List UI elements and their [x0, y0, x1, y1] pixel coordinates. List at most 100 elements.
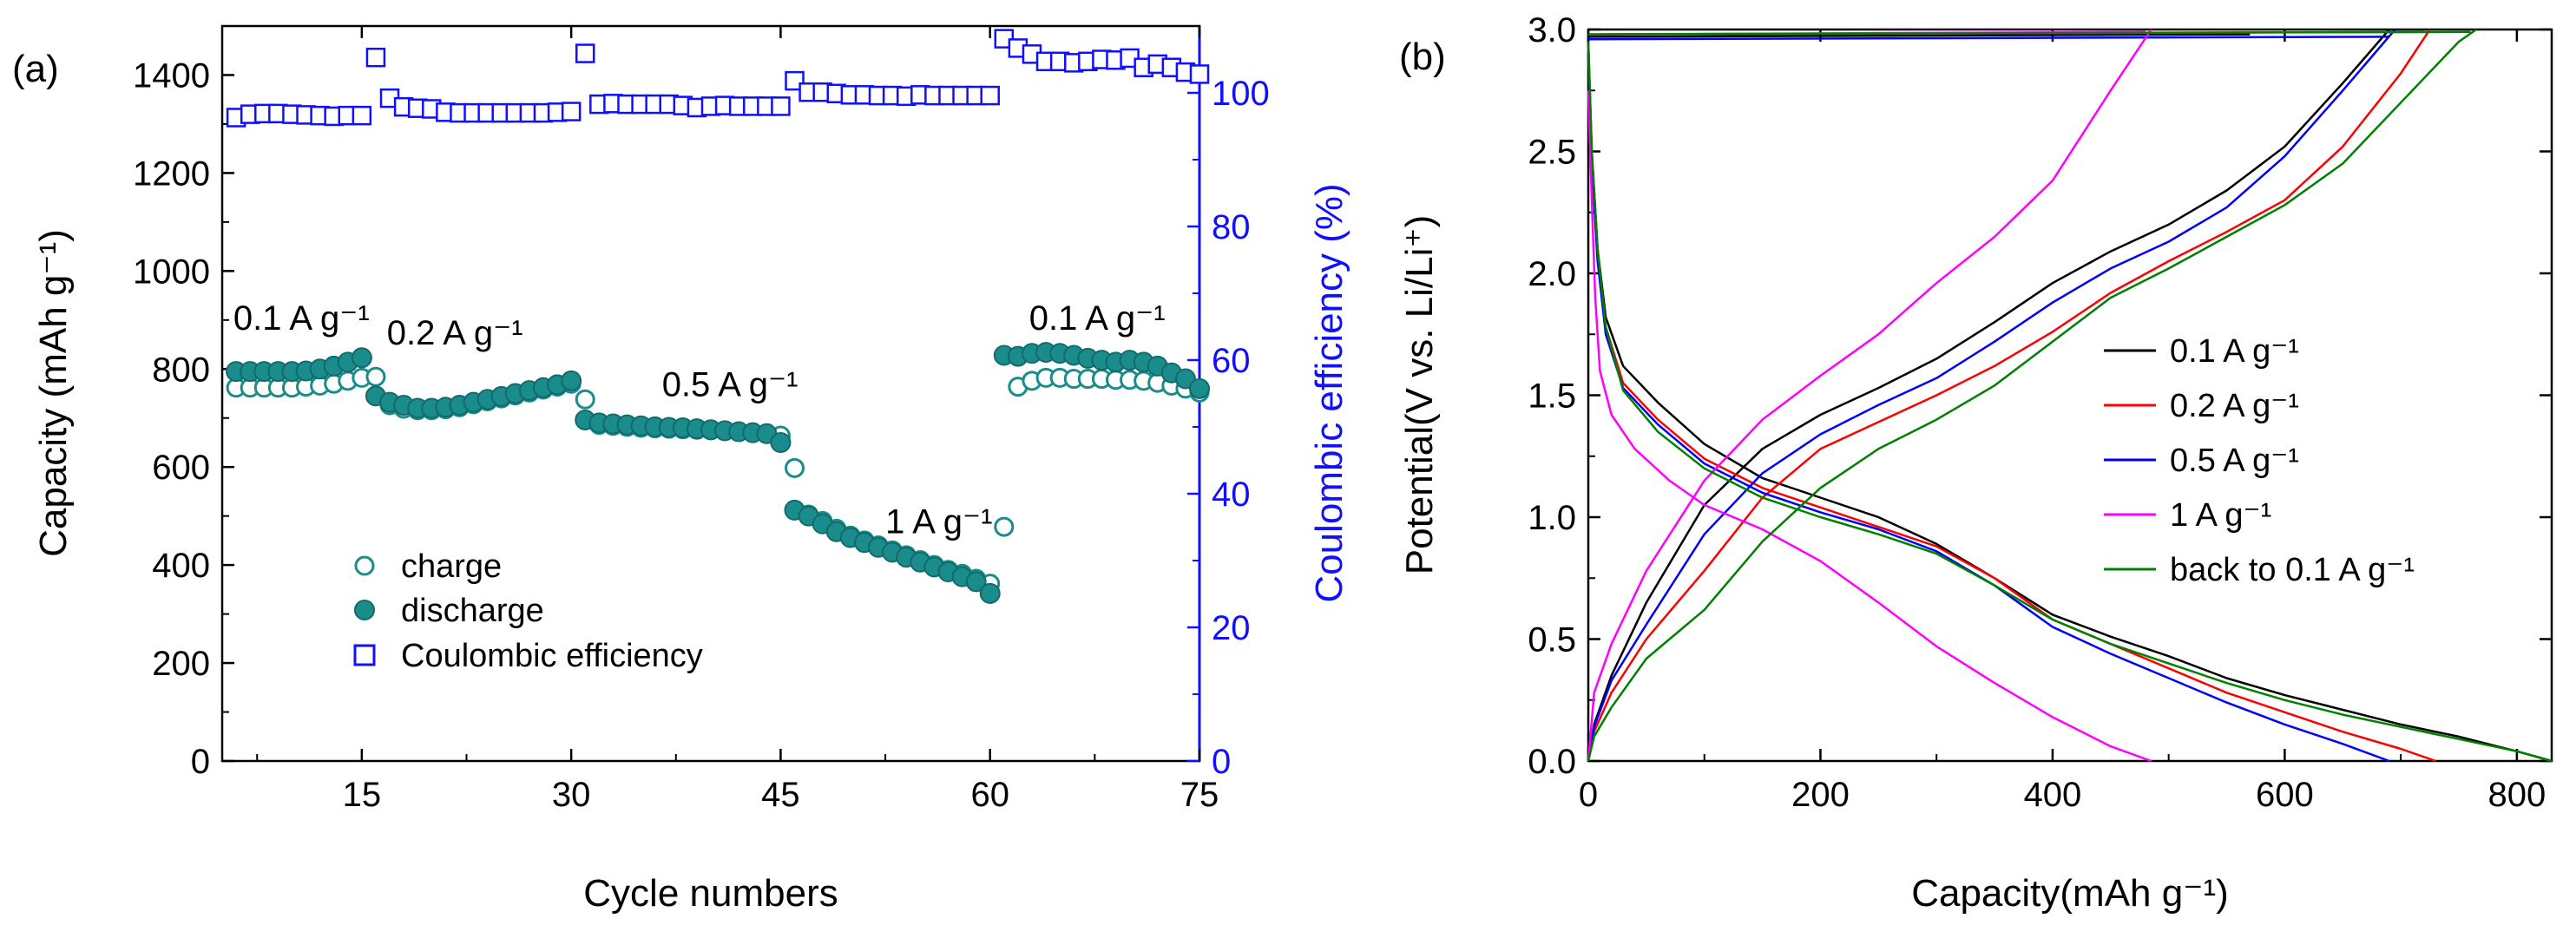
legend-ce-marker [353, 644, 376, 666]
panel-b-y-tick-label: 0.0 [1528, 743, 1576, 781]
panel-b-y-tick-label: 1.0 [1528, 499, 1576, 537]
legend-series-label: 0.5 A g⁻¹ [2170, 443, 2299, 479]
ce-point [352, 105, 372, 126]
ce-point [980, 85, 1000, 106]
legend-ce-label: Coulombic efficiency [401, 638, 703, 674]
ce-point [1189, 64, 1210, 84]
panel-a-y-tick-label: 0 [191, 743, 210, 781]
panel-b-frame [1587, 28, 2553, 763]
ce-point [365, 47, 386, 68]
legend-charge-marker [354, 555, 375, 576]
charge-point [575, 389, 595, 410]
discharge-curve [1587, 54, 2390, 763]
discharge-point [770, 431, 792, 453]
panel-a-legend: charge discharge Coulombic efficiency [353, 548, 703, 674]
panel-a-right-y-tick-label: 40 [1212, 476, 1251, 514]
panel-a-y-tick-label: 800 [152, 351, 210, 389]
legend-series-label: 1 A g⁻¹ [2170, 497, 2271, 534]
panel-a-right-y-tick-label: 0 [1212, 743, 1231, 781]
panel-a-y-tick-label: 1200 [133, 154, 210, 193]
panel-a-y-tick-label: 1400 [133, 56, 210, 95]
discharge-curve [1587, 90, 2152, 763]
panel-b-x-ticks: 0 200 400 600 800 [1579, 30, 2546, 814]
panel-b-y-tick-label: 1.5 [1528, 377, 1576, 416]
panel-a-y-tick-label: 600 [152, 449, 210, 487]
charge-point [994, 516, 1015, 537]
charge-curve [1587, 29, 2152, 762]
panel-a-marks [226, 29, 1210, 604]
panel-a-right-y-tick-label: 60 [1212, 342, 1251, 380]
panel-b-x-axis-label: Capacity(mAh g⁻¹) [1911, 872, 2229, 915]
discharge-point [561, 370, 582, 391]
panel-b-legend: 0.1 A g⁻¹ 0.2 A g⁻¹ 0.5 A g⁻¹ 1 A g⁻¹ back t… [2104, 333, 2415, 588]
legend-series-label: 0.2 A g⁻¹ [2170, 388, 2299, 424]
charge-curve [1587, 29, 2390, 762]
series-discharge [226, 342, 1210, 604]
panel-b-x-tick-label: 0 [1579, 776, 1598, 814]
rate-annotation: 0.5 A g⁻¹ [662, 365, 798, 403]
panel-a-right-y-tick-label: 80 [1212, 208, 1251, 246]
panel-a-x-axis-label: Cycle numbers [583, 872, 838, 915]
charge-curve [1587, 29, 2431, 762]
panel-a-annotations: 0.1 A g⁻¹ 0.2 A g⁻¹ 0.5 A g⁻¹ 1 A g⁻¹ 0.1 A … [233, 299, 1166, 541]
legend-discharge-marker [354, 600, 375, 620]
rate-annotation: 1 A g⁻¹ [885, 502, 992, 541]
curve-group-0 [1587, 29, 2553, 763]
legend-series-label: 0.1 A g⁻¹ [2170, 333, 2299, 370]
rate-annotation: 0.1 A g⁻¹ [233, 299, 370, 338]
legend-charge-label: charge [401, 548, 502, 585]
charge-point [365, 366, 386, 387]
panel-a-y-tick-label: 200 [152, 645, 210, 683]
panel-a-y-axis-label: Capacity (mAh g⁻¹) [32, 229, 75, 557]
discharge-point [1189, 377, 1210, 399]
panel-a-x-ticks: 15 30 45 60 75 [256, 26, 1219, 814]
top-curve [1587, 30, 2471, 36]
panel-b: (b) 0 200 400 600 800 0.00.51.01.52.02.53.0 … [1398, 11, 2553, 915]
panel-a-x-tick-label: 15 [343, 776, 382, 814]
panel-a-right-y-axis-label: Coulombic efficiency (%) [1308, 183, 1350, 602]
ce-point [561, 102, 582, 121]
discharge-point [351, 347, 372, 369]
panel-a-right-y-ticks: 0 20 40 60 80 100 [1187, 75, 1270, 781]
discharge-curve [1587, 54, 2436, 763]
panel-b-y-ticks: 0.0 0.5 1.0 1.5 2.0 2.5 3.0 [1528, 11, 2552, 781]
rate-annotation: 0.2 A g⁻¹ [387, 314, 523, 352]
discharge-curve [1587, 41, 2553, 763]
panel-b-y-tick-label: 2.5 [1528, 134, 1576, 172]
rate-annotation: 0.1 A g⁻¹ [1029, 299, 1166, 338]
legend-series-label: back to 0.1 A g⁻¹ [2170, 552, 2415, 588]
panel-a-label: (a) [12, 48, 59, 90]
panel-b-y-tick-label: 0.5 [1528, 621, 1576, 659]
top-curve [1587, 36, 2389, 41]
panel-a: (a) 15 30 45 60 75 0200400600800100012001400… [12, 24, 1350, 915]
panel-a-right-y-tick-label: 20 [1212, 609, 1251, 647]
panel-b-curves [1587, 28, 2553, 763]
panel-a-x-tick-label: 75 [1180, 776, 1219, 814]
charge-curve [1587, 29, 2396, 762]
curve-group-2 [1587, 29, 2396, 763]
discharge-point [979, 582, 1001, 604]
panel-b-label: (b) [1399, 36, 1446, 78]
panel-b-x-tick-label: 400 [2024, 776, 2082, 814]
panel-b-y-tick-label: 2.0 [1528, 255, 1576, 293]
curve-group-1 [1587, 29, 2436, 763]
panel-b-x-tick-label: 200 [1791, 776, 1850, 814]
panel-a-x-tick-label: 60 [970, 776, 1009, 814]
panel-b-y-tick-label: 3.0 [1528, 11, 1576, 49]
discharge-curve [1587, 41, 2553, 763]
panel-a-right-y-tick-label: 100 [1212, 75, 1270, 113]
curve-group-3 [1587, 29, 2152, 763]
panel-b-x-tick-label: 600 [2256, 776, 2314, 814]
panel-a-y-tick-label: 400 [152, 547, 210, 585]
legend-discharge-label: discharge [401, 593, 544, 629]
panel-a-y-ticks: 0 200 400 600 800 1000 1200 1400 [133, 56, 234, 781]
panel-a-x-tick-label: 30 [552, 776, 591, 814]
ce-point [575, 43, 595, 63]
charge-point [785, 457, 805, 478]
top-curve [1587, 33, 2251, 38]
discharge-point [1174, 368, 1196, 390]
panel-a-y-tick-label: 1000 [133, 253, 210, 291]
discharge-point [965, 571, 987, 593]
panel-b-y-axis-label: Potential(V vs. Li/Li⁺) [1398, 215, 1441, 575]
